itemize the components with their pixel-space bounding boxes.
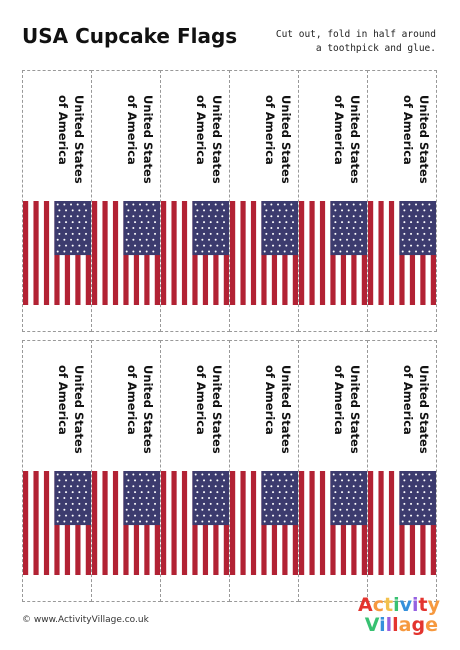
us-flag-icon: [92, 201, 160, 305]
us-flag-icon: [299, 471, 367, 575]
flag-country-label: United States of America: [262, 95, 294, 184]
flag-label-line1: United States: [141, 365, 155, 454]
flag-label-area: United States of America: [368, 341, 436, 469]
flag-label-line2: of America: [56, 95, 70, 165]
flag-row: United States of America United States of A…: [22, 340, 442, 602]
flag-image: [368, 201, 436, 305]
us-flag-icon: [161, 201, 229, 305]
flag-grid: United States of America United States of A…: [22, 70, 442, 610]
copyright-url[interactable]: © www.ActivityVillage.co.uk: [22, 615, 149, 625]
flag-label-area: United States of America: [299, 71, 367, 199]
us-flag-icon: [368, 471, 436, 575]
flag-label-line2: of America: [263, 95, 277, 165]
flag-image: [161, 201, 229, 305]
cupcake-flag-strip: United States of America: [298, 70, 368, 332]
flag-label-area: United States of America: [230, 341, 298, 469]
instructions-line: a toothpick and glue.: [315, 43, 436, 54]
flag-country-label: United States of America: [55, 95, 87, 184]
flag-country-label: United States of America: [55, 365, 87, 454]
flag-country-label: United States of America: [400, 365, 432, 454]
flag-label-area: United States of America: [161, 341, 229, 469]
flag-country-label: United States of America: [400, 95, 432, 184]
flag-label-line1: United States: [72, 365, 86, 454]
flag-label-line2: of America: [332, 95, 346, 165]
us-flag-icon: [230, 201, 298, 305]
flag-image: [92, 471, 160, 575]
flag-country-label: United States of America: [193, 365, 225, 454]
flag-country-label: United States of America: [193, 95, 225, 184]
flag-image: [299, 201, 367, 305]
page-title: USA Cupcake Flags: [22, 24, 238, 48]
flag-label-area: United States of America: [368, 71, 436, 199]
flag-image: [23, 471, 91, 575]
flag-label-line2: of America: [401, 95, 415, 165]
us-flag-icon: [161, 471, 229, 575]
flag-label-line2: of America: [332, 365, 346, 435]
logo-word-activity: Activity: [358, 594, 440, 616]
activity-village-logo: Activity Village: [356, 595, 440, 639]
flag-label-line2: of America: [194, 95, 208, 165]
flag-label-area: United States of America: [92, 341, 160, 469]
flag-label-area: United States of America: [23, 71, 91, 199]
cupcake-flag-strip: United States of America: [91, 70, 161, 332]
flag-label-line1: United States: [348, 95, 362, 184]
flag-country-label: United States of America: [331, 365, 363, 454]
flag-label-line1: United States: [279, 365, 293, 454]
logo-word-village: Village: [364, 614, 438, 636]
cupcake-flag-strip: United States of America: [229, 70, 299, 332]
cupcake-flag-strip: United States of America: [160, 340, 230, 602]
flag-country-label: United States of America: [331, 95, 363, 184]
flag-row: United States of America United States of A…: [22, 70, 442, 332]
flag-label-line1: United States: [210, 365, 224, 454]
flag-label-line1: United States: [417, 365, 431, 454]
us-flag-icon: [299, 201, 367, 305]
cupcake-flag-strip: United States of America: [229, 340, 299, 602]
cupcake-flag-strip: United States of America: [367, 70, 437, 332]
cupcake-flag-strip: United States of America: [160, 70, 230, 332]
flag-label-area: United States of America: [92, 71, 160, 199]
flag-image: [161, 471, 229, 575]
us-flag-icon: [23, 201, 91, 305]
flag-image: [230, 471, 298, 575]
flag-label-line1: United States: [417, 95, 431, 184]
flag-label-area: United States of America: [230, 71, 298, 199]
cupcake-flag-strip: United States of America: [22, 340, 92, 602]
us-flag-icon: [368, 201, 436, 305]
cupcake-flag-strip: United States of America: [91, 340, 161, 602]
flag-label-line2: of America: [401, 365, 415, 435]
us-flag-icon: [230, 471, 298, 575]
cupcake-flag-strip: United States of America: [367, 340, 437, 602]
flag-label-line2: of America: [56, 365, 70, 435]
flag-label-line2: of America: [125, 95, 139, 165]
us-flag-icon: [23, 471, 91, 575]
flag-label-area: United States of America: [161, 71, 229, 199]
flag-label-line1: United States: [279, 95, 293, 184]
flag-label-area: United States of America: [299, 341, 367, 469]
cupcake-flag-strip: United States of America: [22, 70, 92, 332]
flag-image: [368, 471, 436, 575]
flag-country-label: United States of America: [262, 365, 294, 454]
flag-label-line1: United States: [141, 95, 155, 184]
flag-label-line1: United States: [348, 365, 362, 454]
flag-country-label: United States of America: [124, 95, 156, 184]
flag-image: [92, 201, 160, 305]
flag-label-line1: United States: [210, 95, 224, 184]
flag-label-line2: of America: [194, 365, 208, 435]
instructions: Cut out, fold in half around a toothpick…: [256, 28, 436, 56]
flag-label-line1: United States: [72, 95, 86, 184]
us-flag-icon: [92, 471, 160, 575]
flag-image: [23, 201, 91, 305]
flag-label-line2: of America: [263, 365, 277, 435]
flag-image: [230, 201, 298, 305]
flag-country-label: United States of America: [124, 365, 156, 454]
cupcake-flag-strip: United States of America: [298, 340, 368, 602]
flag-image: [299, 471, 367, 575]
flag-label-line2: of America: [125, 365, 139, 435]
instructions-line: Cut out, fold in half around: [275, 29, 436, 40]
flag-label-area: United States of America: [23, 341, 91, 469]
